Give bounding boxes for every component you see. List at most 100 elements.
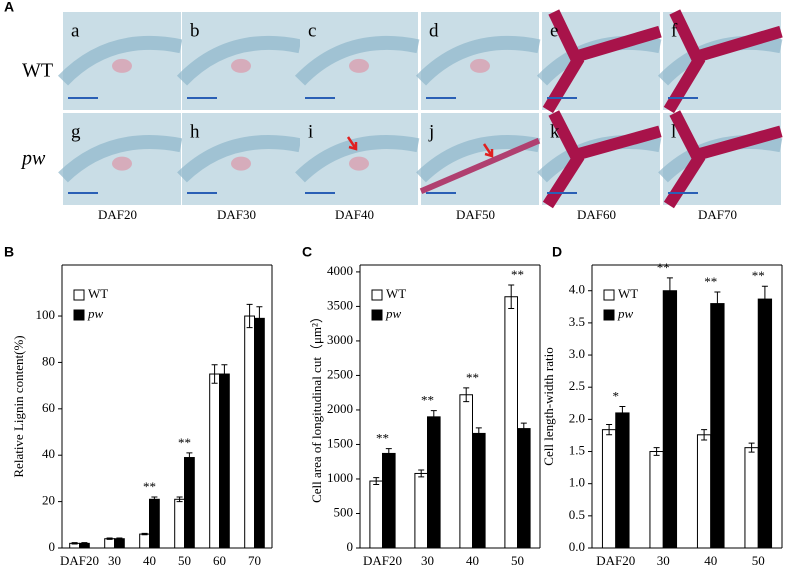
legend-swatch <box>371 309 383 321</box>
x-tick-label: 50 <box>752 553 765 568</box>
x-tick-label: 40 <box>466 553 479 568</box>
y-tick-label: 100 <box>36 307 56 322</box>
vascular-bundle <box>112 156 132 171</box>
error-bar <box>666 277 673 305</box>
x-tick-label: 60 <box>213 553 226 568</box>
image-letter: k <box>550 121 560 142</box>
y-tick-label: 40 <box>42 446 55 461</box>
row-label: pw <box>20 148 46 170</box>
legend-swatch <box>603 289 615 301</box>
panel-label: C <box>302 244 312 260</box>
error-bar <box>508 284 515 309</box>
panel-label: B <box>4 244 14 260</box>
error-bar <box>256 306 263 331</box>
y-axis-label: Cell area of longitudinal cut（μm²） <box>309 310 324 503</box>
bar <box>696 434 712 549</box>
y-tick-label: 0.5 <box>569 507 585 522</box>
x-tick-label: 50 <box>178 553 191 568</box>
bar <box>427 416 441 549</box>
image-letter: j <box>428 121 434 142</box>
bar <box>209 373 220 549</box>
error-bar <box>761 285 768 313</box>
significance: ** <box>421 393 434 408</box>
error-bar <box>373 477 380 485</box>
legend-swatch <box>603 309 615 321</box>
bar <box>139 533 150 549</box>
image-letter: l <box>671 121 676 142</box>
y-tick-label: 3500 <box>327 297 353 312</box>
legend-swatch <box>73 309 85 321</box>
bar <box>254 317 265 549</box>
error-bar <box>186 452 193 463</box>
tissue-band <box>415 35 541 86</box>
vascular-bundle <box>470 58 490 73</box>
tissue-band <box>416 135 541 183</box>
bar <box>104 538 115 549</box>
y-tick-label: 0 <box>49 539 56 554</box>
error-bar <box>430 410 437 424</box>
bar <box>517 428 531 549</box>
y-tick-label: 1000 <box>327 470 353 485</box>
y-tick-label: 4000 <box>327 263 353 278</box>
y-tick-label: 1.0 <box>569 475 585 490</box>
x-tick-label: 40 <box>704 553 717 568</box>
error-bar <box>176 496 183 503</box>
stage-label: DAF50 <box>456 207 495 222</box>
arrow <box>482 143 494 158</box>
image-letter: e <box>550 20 558 41</box>
error-bar <box>81 542 88 545</box>
vascular-bundle <box>349 156 369 171</box>
y-tick-label: 0 <box>347 539 354 554</box>
bar <box>472 432 486 549</box>
bar <box>149 498 160 549</box>
error-bar <box>211 364 218 384</box>
bar <box>710 303 725 549</box>
y-tick-label: 2000 <box>327 401 353 416</box>
error-bar <box>116 537 123 540</box>
error-bar <box>246 303 253 329</box>
error-bar <box>619 406 626 420</box>
error-bar <box>71 542 78 545</box>
lignin-stain <box>542 9 662 114</box>
error-bar <box>151 496 158 503</box>
error-bar <box>520 422 527 435</box>
bar <box>382 452 396 549</box>
tissue-band <box>58 135 183 183</box>
tissue-band <box>177 135 302 183</box>
stage-label: DAF30 <box>217 207 256 222</box>
y-axis-label: Cell length-width ratio <box>541 347 556 465</box>
lignin-stain <box>419 137 541 194</box>
bar <box>662 290 678 549</box>
y-tick-label: 3000 <box>327 332 353 347</box>
y-tick-label: 2.5 <box>569 378 585 393</box>
stage-label: DAF70 <box>698 207 737 222</box>
legend-label: pw <box>617 306 634 321</box>
x-tick-label: DAF20 <box>60 553 99 568</box>
image-letter: b <box>190 20 200 41</box>
error-bar <box>653 447 660 456</box>
x-tick-label: 70 <box>248 553 261 568</box>
legend-label: WT <box>88 286 108 301</box>
legend-swatch <box>73 289 85 301</box>
vascular-bundle <box>231 58 251 73</box>
x-tick-label: 30 <box>657 553 670 568</box>
y-tick-label: 500 <box>334 504 354 519</box>
bar <box>649 451 664 549</box>
panel-label: D <box>552 244 562 260</box>
bar <box>174 498 185 549</box>
x-tick-label: 30 <box>108 553 121 568</box>
y-tick-label: 2.0 <box>569 410 585 425</box>
error-bar <box>606 424 613 436</box>
significance: ** <box>466 370 479 385</box>
y-tick-label: 1500 <box>327 435 353 450</box>
image-letter: i <box>308 121 313 142</box>
x-tick-label: 40 <box>143 553 156 568</box>
bar <box>615 412 630 549</box>
lignin-stain <box>663 9 783 114</box>
significance: ** <box>704 274 717 289</box>
y-tick-label: 60 <box>42 400 55 415</box>
significance: * <box>613 388 620 403</box>
y-tick-label: 80 <box>42 353 55 368</box>
y-axis-label: Relative Lignin content(%) <box>11 335 26 477</box>
y-tick-label: 4.0 <box>569 282 585 297</box>
